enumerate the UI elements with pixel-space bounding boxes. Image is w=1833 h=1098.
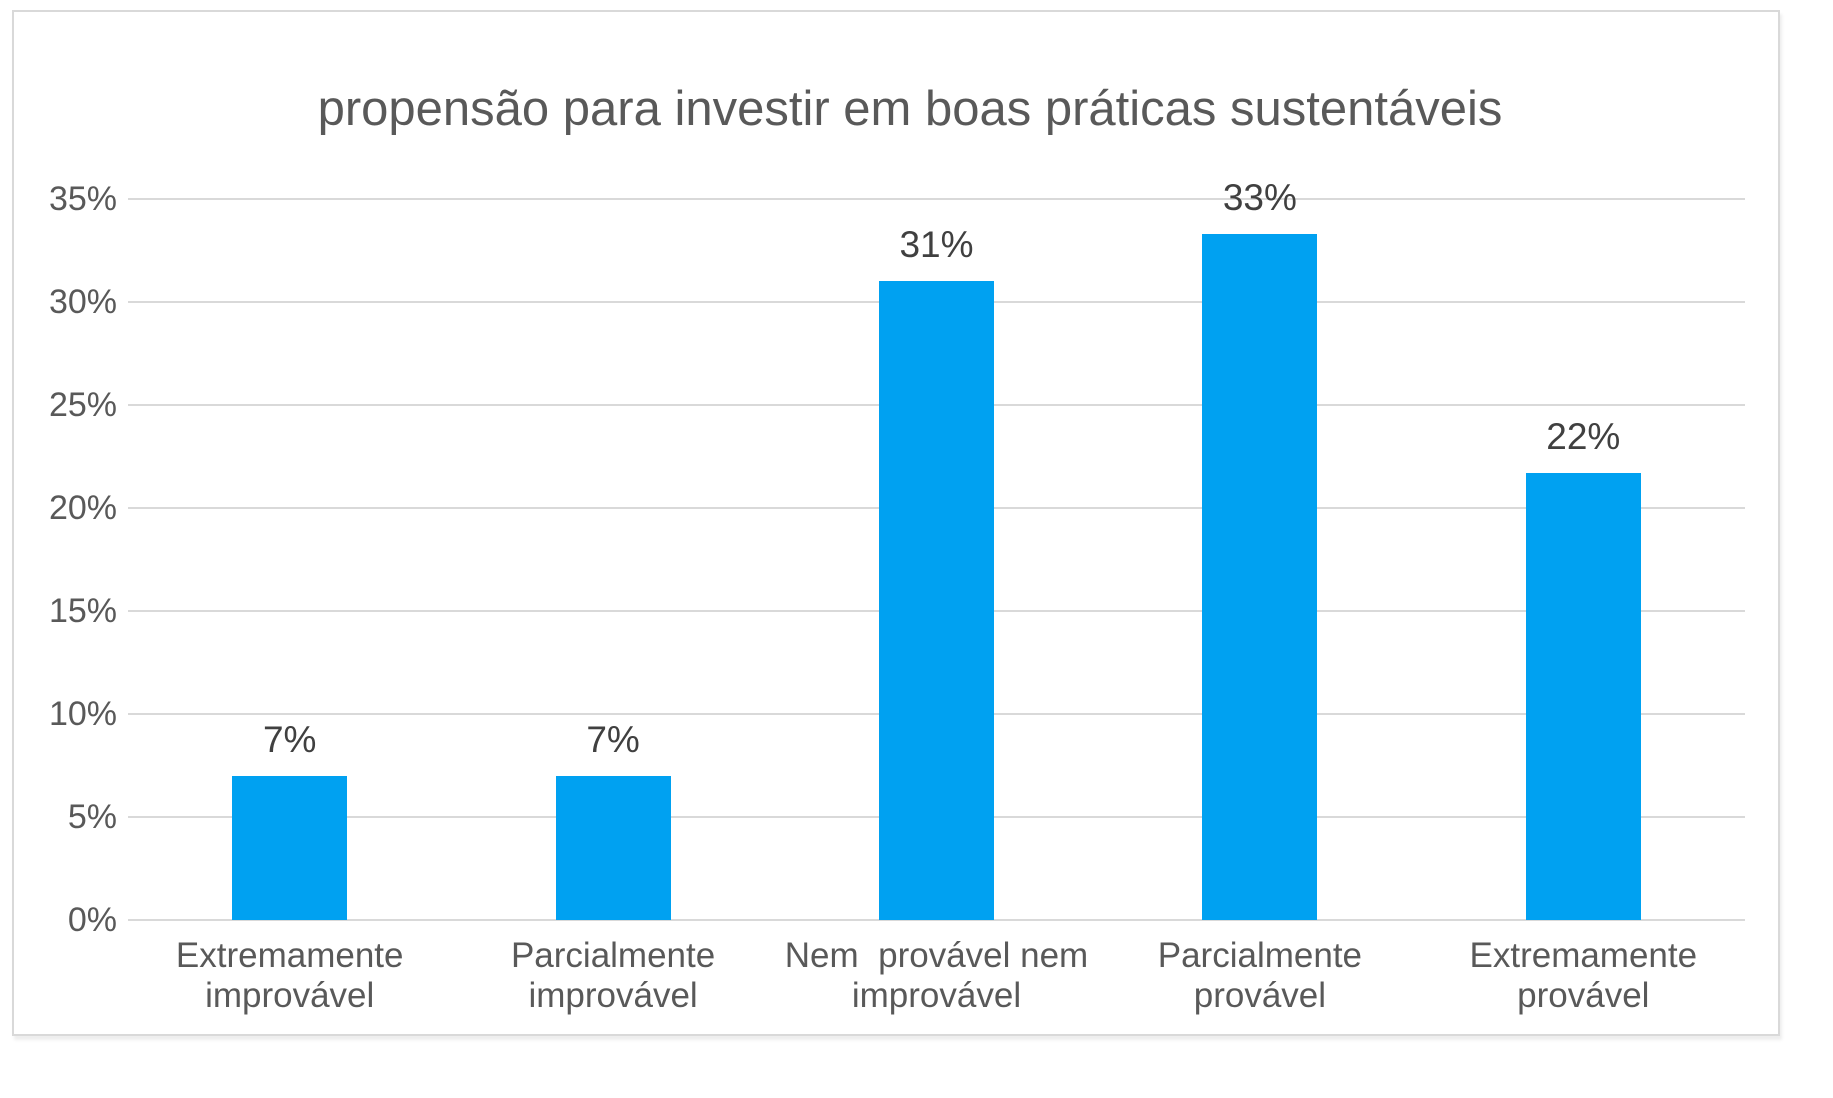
y-axis-tick-label: 25% <box>48 386 117 424</box>
x-axis-category-label: Parcialmente provável <box>1090 936 1430 1016</box>
gridline <box>128 198 1745 200</box>
y-axis-tick-label: 10% <box>48 695 117 733</box>
x-axis-category-line: Nem provável nem <box>784 936 1089 975</box>
chart-title: propensão para investir em boas práticas… <box>317 82 1503 136</box>
bar-value-label: 31% <box>899 224 974 266</box>
x-axis-category-line: improvável <box>851 976 1022 1015</box>
bar[interactable] <box>232 775 348 920</box>
bar-value-label: 33% <box>1222 177 1297 219</box>
x-axis-category-line: provável <box>1193 976 1327 1015</box>
y-axis-tick-label: 5% <box>67 798 117 836</box>
bar[interactable] <box>1202 234 1318 920</box>
bar-value-label: 7% <box>262 718 317 760</box>
bar-value-label: 22% <box>1546 415 1621 457</box>
x-axis-category-label: Extremamente improvável <box>120 936 460 1016</box>
bar[interactable] <box>555 775 671 920</box>
x-axis-category-line: Extremamente <box>175 936 404 975</box>
y-axis-tick-label: 15% <box>48 592 117 630</box>
bar-value-label: 7% <box>586 718 640 760</box>
x-axis-category-line: Parcialmente <box>1157 936 1363 975</box>
x-axis-category-label: Nem provável nem improvável <box>767 936 1107 1016</box>
y-axis-tick-label: 20% <box>48 489 117 527</box>
y-axis-tick-label: 35% <box>48 180 117 218</box>
gridline <box>128 919 1745 921</box>
x-axis-category-line: improvável <box>205 976 375 1015</box>
bar[interactable] <box>879 281 994 920</box>
x-axis-category-line: improvável <box>528 976 698 1015</box>
y-axis-tick-label: 30% <box>48 283 117 321</box>
y-axis-tick-label: 0% <box>67 901 117 939</box>
x-axis-category-label: Parcialmente improvável <box>443 936 783 1016</box>
x-axis-category-label: Extremamente provável <box>1413 936 1753 1016</box>
x-axis-category-line: Parcialmente <box>510 936 716 975</box>
bar[interactable] <box>1525 472 1641 920</box>
x-axis-category-line: provável <box>1517 976 1650 1015</box>
x-axis-category-line: Extremamente <box>1469 936 1698 975</box>
